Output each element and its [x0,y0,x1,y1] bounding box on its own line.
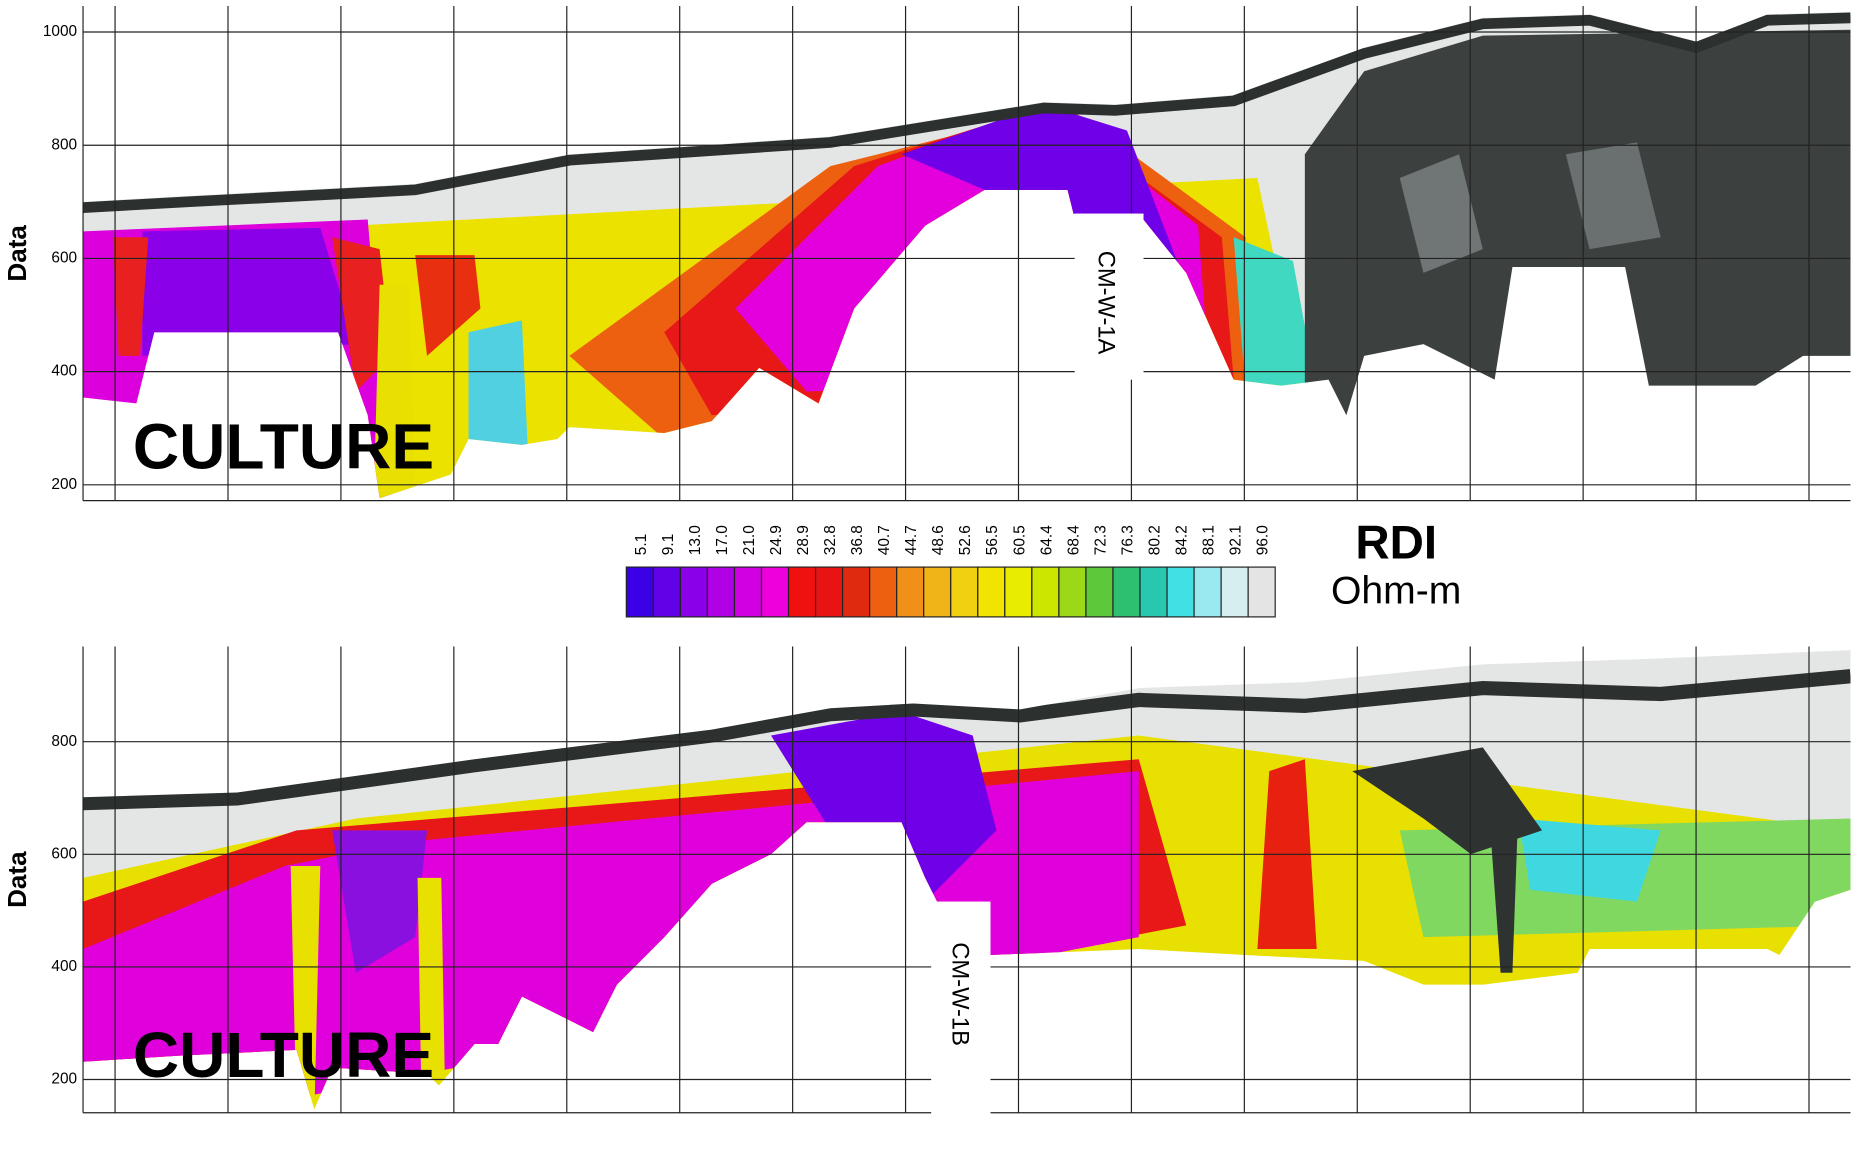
y-axis-label: Data [2,225,32,282]
y-tick-label: 800 [51,136,77,153]
colorbar-label: 28.9 [795,525,812,555]
colorbar-cell [923,566,952,618]
colorbar-cell [625,566,654,618]
annotation: CM-W-1A [1092,251,1118,355]
colorbar-label: 24.9 [768,525,785,555]
colorbar-cell [1166,566,1195,618]
label-box [931,901,991,1116]
colorbar-label: 44.7 [903,525,920,555]
y-tick-label: 200 [51,1071,77,1088]
colorbar-label: 96.0 [1255,525,1272,555]
colorbar-label: 80.2 [1146,525,1163,555]
colorbar-label: 13.0 [687,525,704,555]
colorbar-cell [760,566,790,618]
colorbar-label: 48.6 [930,525,947,555]
colorbar-label: 84.2 [1173,525,1190,555]
colorbar-cell [1139,566,1168,618]
colorbar-label: 17.0 [714,525,731,555]
colorbar-cell [1004,566,1033,618]
colorbar: 5.1 9.1 13.0 17.0 21.0 24.9 28.9 32.8 36.8 40.7 44… [625,525,1276,618]
colorbar-cell [1058,566,1087,618]
colorbar-cell [706,566,736,618]
y-tick-label: 600 [51,249,77,266]
colorbar-label: 88.1 [1201,525,1218,555]
annotation: CM-W-1B [947,942,973,1046]
colorbar-cell [896,566,925,618]
colorbar-cell [814,566,844,618]
y-axis-label: Data [2,851,32,908]
y-tick-label: 600 [51,845,77,862]
colorbar-label: 36.8 [849,525,866,555]
y-tick-label: 800 [51,733,77,750]
colorbar-label: 40.7 [876,525,893,555]
colorbar-cell [679,566,709,618]
colorbar-label: 68.4 [1065,525,1082,555]
y-tick-label: 200 [51,476,77,493]
label-box [1074,213,1144,380]
y-tick-label: 1000 [43,23,77,40]
colorbar-cell [950,566,979,618]
y-tick-label: 400 [51,958,77,975]
colorbar-cell [1085,566,1114,618]
annotation: CULTURE [133,1019,434,1091]
colorbar-label: 32.8 [822,525,839,555]
annotation: CULTURE [133,411,434,483]
colorbar-cell [842,566,871,618]
colorbar-cell [787,566,817,618]
colorbar-label: 52.6 [957,525,974,555]
colorbar-cell [733,566,763,618]
colorbar-title: RDI [1355,516,1437,569]
colorbar-cell [977,566,1006,618]
colorbar-unit: Ohm-m [1331,570,1461,613]
colorbar-cell [652,566,681,618]
colorbar-label: 21.0 [741,525,758,555]
colorbar-label: 92.1 [1228,525,1245,555]
colorbar-label: 5.1 [633,534,650,555]
colorbar-label: 64.4 [1038,525,1055,555]
y-tick-label: 400 [51,363,77,380]
colorbar-label: 9.1 [660,534,677,555]
colorbar-label: 56.5 [984,525,1001,555]
colorbar-cell [1220,566,1249,618]
colorbar-cell [1193,566,1222,618]
colorbar-cell [1112,566,1141,618]
colorbar-label: 72.3 [1092,525,1109,555]
colorbar-cell [869,566,898,618]
colorbar-cell [1247,566,1276,618]
colorbar-label: 60.5 [1011,525,1028,555]
colorbar-label: 76.3 [1119,525,1136,555]
colorbar-cell [1031,566,1060,618]
